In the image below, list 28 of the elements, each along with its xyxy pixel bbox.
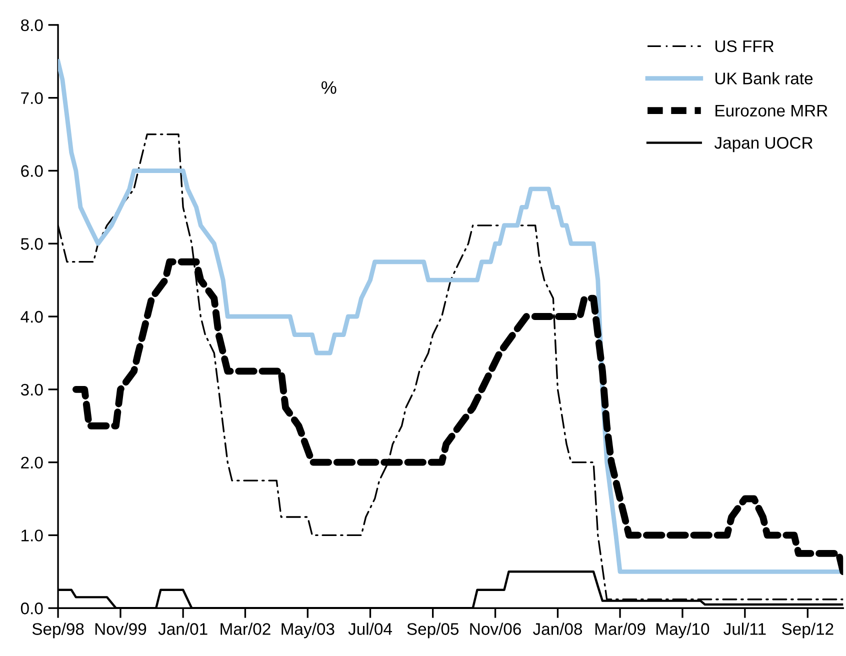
y-tick-label: 1.0 (22, 530, 43, 542)
x-tick-label: Sep/98 (32, 622, 84, 638)
x-tick-label: Nov/99 (95, 622, 146, 635)
y-tick-label: 3.0 (20, 384, 43, 396)
x-tick-label: Jul/04 (348, 622, 392, 635)
x-tick-label: May/03 (282, 622, 334, 638)
x-tick-label: Jul/11 (724, 622, 766, 635)
legend-label: Eurozone MRR (716, 104, 828, 117)
x-tick-label: Sep/12 (782, 622, 834, 638)
y-tick-label: 4.0 (20, 310, 43, 323)
y-tick-label: 2.0 (21, 456, 43, 469)
y-tick-label: 0.0 (20, 602, 43, 614)
legend-label: US FFR (715, 40, 774, 52)
y-tick-label: 7.0 (21, 92, 43, 104)
x-tick-label: Sep/05 (407, 622, 459, 638)
x-tick-label: Mar/09 (595, 622, 646, 635)
legend-label: UK Bank rate (715, 72, 813, 84)
y-tick-label: 8.0 (21, 19, 43, 32)
x-tick-label: Jan/01 (158, 622, 208, 635)
legend-label: Japan UOCR (714, 136, 813, 152)
x-tick-label: May/10 (656, 622, 710, 638)
annotation: % (322, 81, 336, 94)
x-tick-label: Mar/02 (220, 622, 270, 635)
x-tick-label: Jan/08 (532, 622, 582, 635)
y-tick-label: 5.0 (20, 238, 43, 250)
y-tick-label: 6.0 (21, 165, 43, 177)
line-series (58, 59, 844, 574)
x-tick-label: Nov/06 (470, 622, 521, 635)
